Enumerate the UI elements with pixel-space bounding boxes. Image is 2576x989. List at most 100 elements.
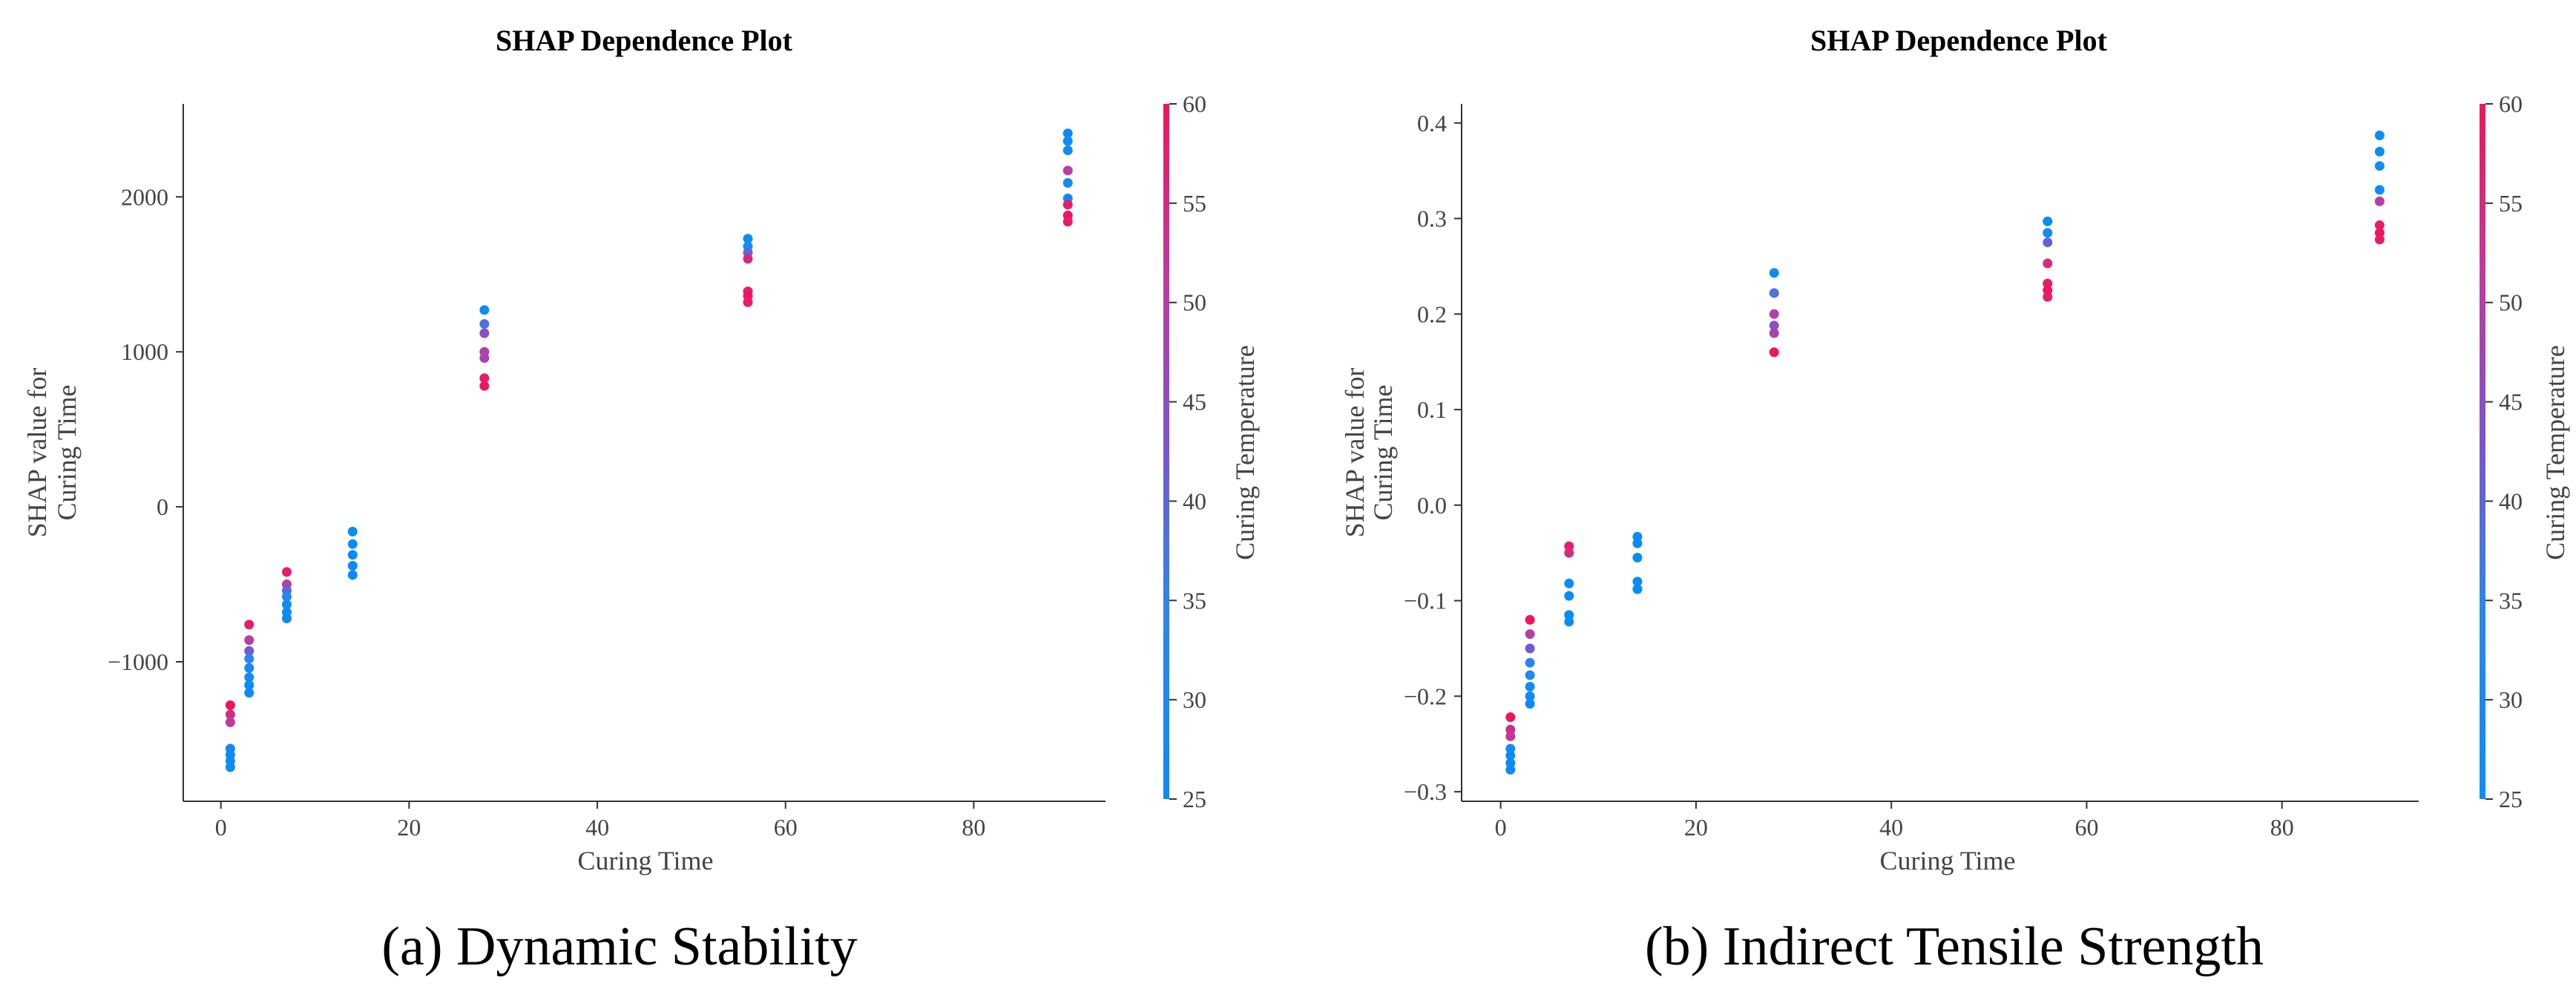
y-tick-label: 0.3 (1417, 206, 1447, 232)
data-point (1564, 548, 1574, 558)
y-tick-label: 0.0 (1417, 492, 1447, 519)
data-point (1564, 541, 1574, 551)
colorbar-tick-label: 60 (1183, 91, 1206, 117)
data-point (2374, 130, 2385, 140)
data-point (1505, 750, 1516, 760)
data-point (244, 620, 254, 630)
data-point (2043, 228, 2053, 238)
y-tick-label: 0.4 (1417, 110, 1447, 137)
y-tick-label: 2000 (121, 183, 168, 210)
data-point (1564, 617, 1574, 627)
data-point (244, 654, 254, 664)
data-point (479, 305, 490, 315)
data-point (1564, 591, 1574, 601)
data-point (347, 570, 358, 580)
x-tick-label: 80 (962, 814, 985, 841)
data-point (479, 328, 490, 338)
data-point (479, 373, 490, 384)
data-point (1525, 691, 1535, 701)
y-tick-label: 1000 (121, 338, 168, 365)
panel-a-colorbar-label: Curing Temperature (1230, 345, 1260, 560)
data-point (347, 550, 358, 560)
panel-b-colorbar-label: Curing Temperature (2540, 345, 2570, 560)
data-point (1505, 743, 1516, 754)
colorbar-tick-label: 40 (2499, 487, 2523, 514)
data-point (1769, 268, 1779, 278)
colorbar-tick-label: 60 (2499, 91, 2523, 117)
panel-a-x-ticks: 0 20 40 60 80 (215, 801, 985, 841)
panel-a-ylabel-line2: Curing Time (52, 384, 82, 520)
colorbar-tick-label: 50 (2499, 289, 2523, 316)
x-tick-label: 20 (1684, 814, 1708, 841)
data-point (1632, 538, 1643, 548)
data-point (2043, 278, 2053, 289)
data-point (244, 680, 254, 690)
data-point (1505, 731, 1516, 741)
data-point (2374, 146, 2385, 157)
data-point (282, 567, 292, 577)
panel-b-points (1505, 130, 2385, 775)
data-point (244, 688, 254, 698)
x-tick-label: 0 (1495, 814, 1507, 841)
y-tick-label: 0 (157, 493, 168, 520)
panel-b-ylabel-line1: SHAP value for (1340, 368, 1370, 538)
colorbar-tick-label: 55 (2499, 190, 2523, 217)
panel-a: SHAP Dependence Plot 0 20 40 60 80 −1000 0 100… (22, 24, 1260, 977)
panel-b: SHAP Dependence Plot 0 20 40 60 80 −0.3−0.2−… (1340, 24, 2570, 977)
data-point (1525, 614, 1535, 625)
data-point (1632, 553, 1643, 563)
data-point (1632, 584, 1643, 594)
data-point (225, 762, 235, 772)
colorbar-tick-label: 30 (1183, 686, 1206, 713)
data-point (244, 645, 254, 656)
panel-b-x-ticks: 0 20 40 60 80 (1495, 801, 2294, 841)
data-point (2374, 196, 2385, 206)
y-tick-label: 0.2 (1417, 300, 1447, 327)
data-point (1062, 178, 1073, 188)
panel-a-colorbar-ticks: 25 30 35 40 45 50 55 60 (1169, 91, 1206, 812)
panel-a-ylabel-line1: SHAP value for (22, 368, 52, 538)
data-point (244, 672, 254, 683)
data-point (2043, 292, 2053, 302)
colorbar-tick-label: 50 (1183, 289, 1206, 316)
data-point (1062, 165, 1073, 176)
data-point (1525, 670, 1535, 680)
y-tick-label: −0.2 (1404, 683, 1447, 709)
panel-b-colorbar-ticks: 25 30 35 40 45 50 55 60 (2485, 91, 2523, 812)
data-point (2374, 228, 2385, 238)
panel-b-ylabel-line2: Curing Time (1368, 384, 1398, 520)
data-point (1564, 578, 1574, 588)
data-point (1505, 724, 1516, 735)
data-point (479, 319, 490, 329)
data-point (479, 353, 490, 364)
data-point (2043, 237, 2053, 248)
data-point (2374, 185, 2385, 195)
panel-b-colorbar (2480, 104, 2485, 799)
x-tick-label: 60 (2074, 814, 2098, 841)
data-point (1062, 145, 1073, 156)
data-point (1062, 217, 1073, 227)
data-point (2374, 234, 2385, 245)
data-point (225, 717, 235, 727)
colorbar-tick-label: 35 (2499, 587, 2523, 614)
x-tick-label: 20 (397, 814, 421, 841)
panel-a-xlabel: Curing Time (577, 846, 713, 875)
x-tick-label: 40 (1879, 814, 1903, 841)
x-tick-label: 40 (585, 814, 609, 841)
data-point (1062, 200, 1073, 210)
data-point (1525, 699, 1535, 709)
data-point (347, 539, 358, 549)
panel-a-points (225, 128, 1073, 772)
data-point (347, 560, 358, 571)
data-point (1769, 328, 1779, 338)
data-point (2374, 161, 2385, 171)
data-point (1505, 765, 1516, 775)
x-tick-label: 80 (2270, 814, 2294, 841)
data-point (244, 635, 254, 645)
data-point (1525, 657, 1535, 668)
colorbar-tick-label: 55 (1183, 190, 1206, 217)
data-point (1769, 321, 1779, 331)
data-point (1062, 128, 1073, 139)
y-tick-label: −1000 (108, 648, 168, 675)
colorbar-tick-label: 25 (1183, 786, 1206, 812)
